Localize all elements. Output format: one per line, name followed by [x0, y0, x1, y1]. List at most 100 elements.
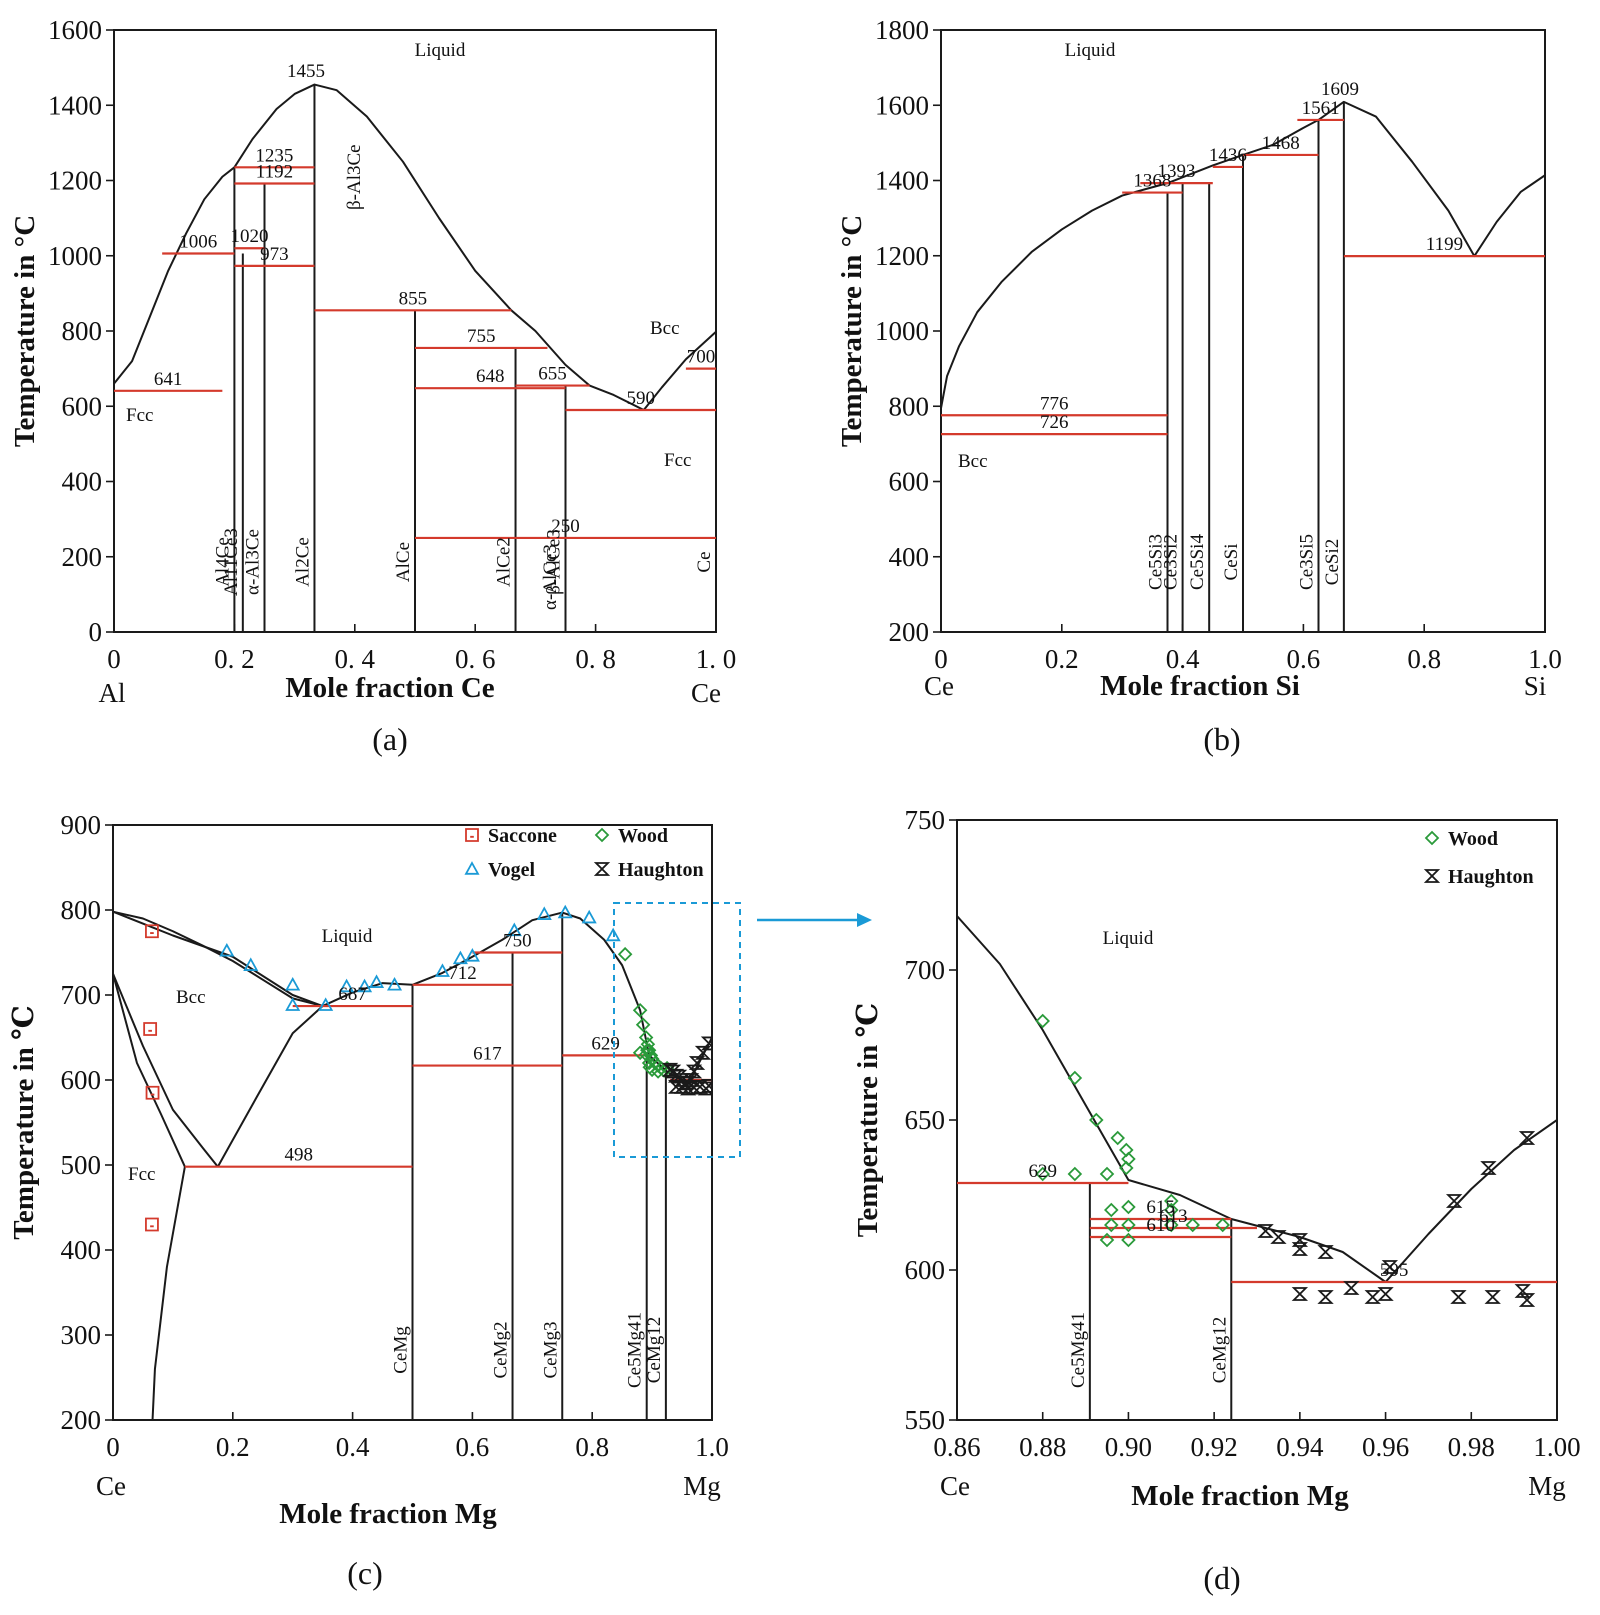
data-point-vogel — [285, 997, 301, 1011]
data-point-haughton — [1514, 1284, 1531, 1298]
isotherm-label: 1468 — [1262, 133, 1300, 154]
data-point-haughton — [700, 1036, 712, 1051]
data-point-wood — [1099, 1232, 1115, 1248]
bcc-label: Bcc — [650, 318, 680, 339]
x-tick-label: 0.6 — [456, 1432, 490, 1462]
isotherm-label: 776 — [1040, 393, 1069, 414]
data-point-haughton — [1317, 1290, 1334, 1304]
phase-label: CeSi2 — [1322, 539, 1343, 585]
isotherm-label: 1393 — [1158, 161, 1196, 182]
data-point-haughton — [1450, 1290, 1467, 1304]
right-element-label: Ce — [691, 678, 721, 708]
isotherm-label: 1192 — [256, 162, 293, 183]
plot-area — [941, 100, 1545, 632]
liquidus-curve — [957, 915, 1557, 1283]
phase-boundary-curve — [151, 1166, 186, 1420]
y-tick-label: 650 — [905, 1105, 946, 1135]
isotherm-label: 498 — [284, 1145, 313, 1166]
isotherm-label: 755 — [467, 326, 496, 347]
beta-al3ce-label: β-Al3Ce — [344, 144, 365, 210]
phase-label: CeMg2 — [491, 1322, 512, 1379]
y-axis-label: Temperature in ℃ — [852, 1003, 884, 1238]
x-tick-label: 1.00 — [1533, 1432, 1580, 1462]
data-point-wood — [1067, 1166, 1083, 1182]
data-point-wood — [617, 946, 633, 962]
phase-label: CeMg3 — [540, 1322, 561, 1379]
data-point-haughton — [697, 1081, 712, 1096]
x-tick-label: 0.92 — [1191, 1432, 1238, 1462]
y-tick-label: 1600 — [48, 15, 102, 45]
y-tick-label: 1200 — [48, 166, 102, 196]
data-point-vogel — [581, 909, 597, 924]
legend-label-wood: Wood — [618, 825, 668, 847]
panel-caption: (b) — [1203, 721, 1240, 757]
panel-a-al-ce: 0 200 400 600 800 1000 1200 1400 1600 0 0. 2 0. 4 0.… — [9, 15, 736, 757]
isotherm-label: 1235 — [255, 145, 293, 166]
y-tick-label: 600 — [62, 391, 103, 421]
legend-marker-haughton — [1423, 869, 1441, 883]
x-tick-label: 0.4 — [336, 1432, 370, 1462]
y-tick-label: 1000 — [48, 241, 102, 271]
phase-label: CeMg12 — [644, 1317, 665, 1384]
phase-label: AlCe2 — [494, 537, 515, 587]
x-tick-label: 0 — [107, 644, 121, 674]
phase-label: Ce5Mg41 — [625, 1312, 646, 1388]
y-tick-label: 400 — [62, 467, 103, 497]
data-point-wood — [1215, 1217, 1230, 1233]
data-point-wood — [638, 1030, 654, 1045]
x-axis-label: Mole fraction Mg — [1131, 1480, 1349, 1512]
data-point-vogel — [369, 974, 385, 988]
phase-boundary-curve — [113, 910, 323, 1007]
isotherm-label: 1006 — [179, 231, 217, 252]
bcc-label: Bcc — [958, 451, 988, 472]
x-tick-label: 0.6 — [1287, 644, 1321, 674]
y-tick-label: 0 — [89, 617, 103, 647]
y-tick-label: 1200 — [875, 241, 929, 271]
data-point-wood — [640, 1042, 655, 1058]
isotherm-label: 1368 — [1133, 171, 1171, 192]
y-tick-label: 800 — [61, 895, 102, 925]
phase-label: AlCe — [393, 542, 414, 582]
isotherm-label: 1436 — [1209, 145, 1247, 166]
y-tick-label: 1400 — [48, 90, 102, 120]
y-tick-label: 700 — [61, 980, 102, 1010]
legend-marker-haughton — [593, 862, 611, 876]
data-point-haughton — [1291, 1242, 1309, 1256]
legend-label-saccone: Saccone — [488, 825, 557, 847]
data-point-vogel — [557, 904, 573, 919]
legend-marker-wood — [1424, 830, 1440, 846]
data-point-wood — [1104, 1202, 1119, 1218]
data-point-haughton — [1317, 1245, 1334, 1259]
data-point-wood — [1089, 1112, 1104, 1128]
left-element-label: Ce — [924, 671, 954, 701]
data-point-wood — [1035, 1166, 1050, 1182]
data-point-haughton — [1381, 1260, 1399, 1274]
phase-label: α-Al3Ce — [243, 529, 264, 595]
x-tick-label: 0. 4 — [335, 644, 376, 674]
data-point-haughton — [1291, 1287, 1309, 1301]
zoom-box — [613, 902, 741, 1158]
y-tick-label: 200 — [889, 617, 930, 647]
x-tick-label: 0.4 — [1166, 644, 1200, 674]
data-point-haughton — [1364, 1290, 1381, 1304]
y-tick-label: 1000 — [875, 316, 929, 346]
data-point-wood — [632, 1003, 648, 1018]
x-tick-label: 0. 6 — [455, 644, 496, 674]
phase-label: Ce3Si5 — [1297, 534, 1318, 590]
data-point-haughton — [1445, 1194, 1463, 1208]
peak-temp-label: 1609 — [1321, 79, 1359, 100]
isotherm-label: 1561 — [1302, 98, 1340, 119]
panel-d-ce-mg-zoom: 550 600 650 700 750 0.86 0.88 0.90 0.92 0.94 0.96 0… — [852, 805, 1581, 1596]
data-point-vogel — [464, 948, 480, 962]
data-point-haughton — [685, 1064, 703, 1079]
plot-area — [114, 83, 716, 632]
phase-label: Al11Ce3 — [221, 528, 242, 596]
data-point-vogel — [318, 997, 334, 1011]
isotherm-label: 613 — [1159, 1206, 1188, 1227]
x-tick-label: 1.0 — [695, 1432, 729, 1462]
plot-area — [957, 915, 1557, 1420]
zoom-arrow-head — [857, 913, 872, 927]
data-point-wood — [1121, 1217, 1136, 1233]
y-tick-label: 800 — [62, 316, 103, 346]
left-element-label: Al — [99, 678, 126, 708]
